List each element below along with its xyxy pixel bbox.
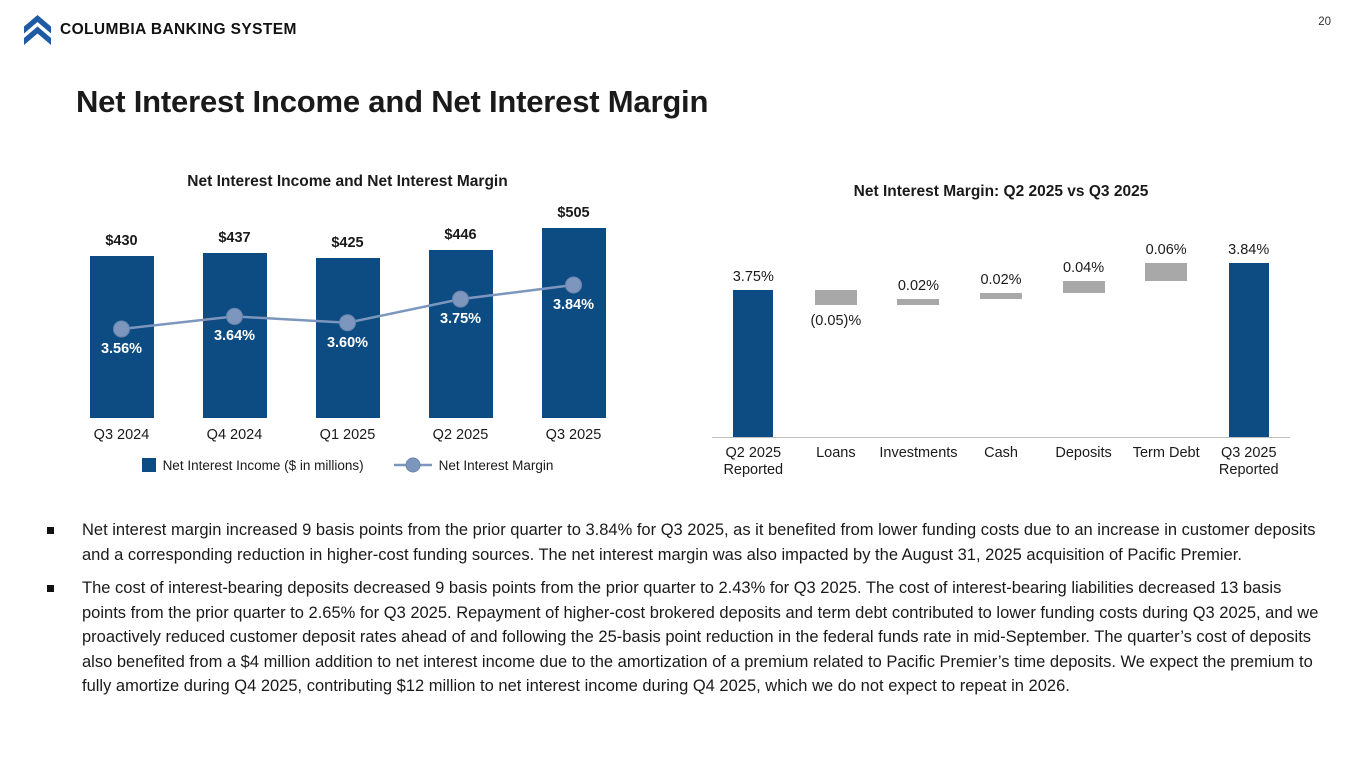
bullet-square-icon bbox=[47, 585, 54, 592]
bullet-square-icon bbox=[47, 527, 54, 534]
nii-value-label: $425 bbox=[331, 235, 364, 251]
waterfall-bar-deposits bbox=[1062, 281, 1105, 293]
left-chart-plot-area: $430 3.56% $437 3.64% $425 3.60% $446 3.75% $505… bbox=[65, 199, 630, 418]
nii-category-label: Q3 2025 bbox=[545, 427, 602, 443]
nim-value-label: 3.56% bbox=[100, 341, 143, 357]
nii-value-label: $430 bbox=[105, 233, 138, 250]
slide-title: Net Interest Income and Net Interest Mar… bbox=[76, 84, 709, 119]
nii-bar-q4-2024 bbox=[202, 253, 267, 418]
wf-category-label: Q2 2025 Reported bbox=[723, 445, 784, 478]
waterfall-bar-investments bbox=[897, 299, 940, 305]
bullet-text-cost-of-deposits: The cost of interest-bearing deposits de… bbox=[82, 579, 1319, 695]
legend-label-net-interest-income: Net Interest Income ($ in millions) bbox=[162, 457, 364, 473]
header-brand: COLUMBIA BANKING SYSTEM bbox=[24, 15, 297, 45]
wf-category-label: Term Debt bbox=[1132, 445, 1200, 461]
waterfall-value-label: (0.05)% bbox=[810, 313, 862, 329]
columbia-logo-icon bbox=[24, 15, 51, 45]
legend-item-net-interest-income: Net Interest Income ($ in millions) bbox=[141, 457, 364, 473]
right-chart-plot-area: 3.75% (0.05)% 0.02% 0.02% 0.04% 0.06% 3.84% bbox=[712, 227, 1290, 438]
page-number: 20 bbox=[1318, 16, 1331, 28]
waterfall-bar-loans bbox=[814, 290, 857, 305]
waterfall-bar-q3-2025-reported bbox=[1228, 263, 1269, 437]
waterfall-value-label: 0.06% bbox=[1145, 242, 1187, 258]
nii-value-label: $437 bbox=[218, 230, 251, 247]
left-chart-legend: Net Interest Income ($ in millions) Net … bbox=[65, 456, 630, 474]
bullet-item: Net interest margin increased 9 basis po… bbox=[47, 518, 1327, 567]
legend-item-net-interest-margin: Net Interest Margin bbox=[393, 456, 554, 474]
waterfall-value-label: 0.02% bbox=[980, 272, 1022, 288]
legend-bar-swatch-icon bbox=[141, 458, 156, 472]
nim-waterfall-chart: Net Interest Margin: Q2 2025 vs Q3 2025 … bbox=[712, 182, 1290, 479]
nii-category-label: Q3 2024 bbox=[93, 427, 150, 443]
nii-category-label: Q2 2025 bbox=[432, 427, 489, 443]
commentary-section: Net interest margin increased 9 basis po… bbox=[47, 518, 1327, 708]
wf-category-label: Q3 2025 Reported bbox=[1218, 445, 1279, 478]
waterfall-value-label: 0.02% bbox=[897, 278, 939, 294]
nii-bar-q1-2025 bbox=[315, 258, 380, 418]
nim-value-label: 3.60% bbox=[326, 334, 369, 351]
bullet-text-nim: Net interest margin increased 9 basis po… bbox=[82, 521, 1316, 564]
brand-name: COLUMBIA BANKING SYSTEM bbox=[60, 21, 297, 38]
wf-category-label: Deposits bbox=[1055, 445, 1112, 461]
nim-line-series bbox=[113, 276, 582, 338]
legend-label-net-interest-margin: Net Interest Margin bbox=[438, 457, 554, 473]
legend-line-swatch-icon bbox=[393, 456, 432, 474]
nim-value-label: 3.64% bbox=[213, 328, 256, 345]
waterfall-value-label: 3.75% bbox=[732, 269, 774, 285]
nii-category-label: Q1 2025 bbox=[319, 427, 376, 443]
left-chart-title: Net Interest Income and Net Interest Mar… bbox=[187, 173, 508, 190]
nim-value-label: 3.75% bbox=[439, 311, 482, 328]
nii-nim-combo-chart: Net Interest Income and Net Interest Mar… bbox=[65, 172, 630, 474]
waterfall-bar-term-debt bbox=[1145, 263, 1188, 281]
wf-category-label: Loans bbox=[816, 445, 856, 461]
wf-category-label: Cash bbox=[984, 445, 1018, 461]
nii-category-label: Q4 2024 bbox=[206, 427, 263, 443]
nii-bar-q2-2025 bbox=[428, 250, 493, 418]
nii-bar-q3-2025 bbox=[541, 227, 606, 418]
bullet-item: The cost of interest-bearing deposits de… bbox=[47, 576, 1327, 699]
waterfall-value-label: 3.84% bbox=[1228, 242, 1270, 258]
nii-value-label: $446 bbox=[444, 227, 477, 244]
nim-value-label: 3.84% bbox=[552, 297, 595, 313]
nii-value-label: $505 bbox=[557, 204, 590, 221]
wf-category-label: Investments bbox=[879, 445, 958, 461]
waterfall-bar-cash bbox=[980, 293, 1022, 299]
right-chart-title: Net Interest Margin: Q2 2025 vs Q3 2025 bbox=[853, 183, 1149, 200]
waterfall-value-label: 0.04% bbox=[1063, 260, 1105, 276]
left-chart-category-axis: Q3 2024 Q4 2024 Q1 2025 Q2 2025 Q3 2025 bbox=[65, 427, 630, 443]
waterfall-bar-q2-2025-reported bbox=[733, 290, 774, 437]
right-chart-category-axis: Q2 2025 Reported Loans Investments Cash Depo… bbox=[712, 445, 1290, 479]
